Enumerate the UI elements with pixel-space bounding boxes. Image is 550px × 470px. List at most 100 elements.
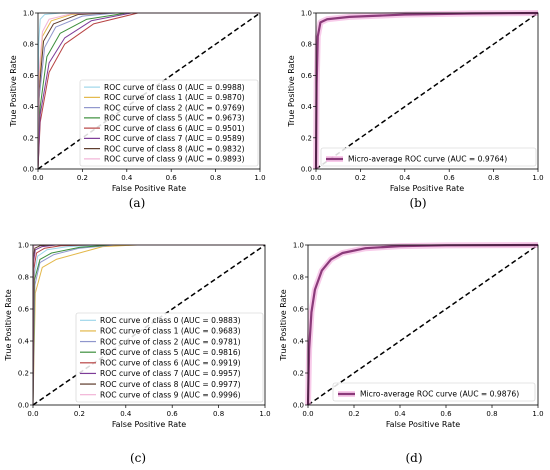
legend-entry-6: ROC curve of class 8 (AUC = 0.9977): [100, 380, 241, 389]
legend-entry-3: ROC curve of class 5 (AUC = 0.9673): [104, 114, 245, 123]
x-tick-label: 0.4: [399, 174, 411, 182]
y-tick-label: 0.6: [18, 306, 30, 314]
x-tick-label: 0.8: [486, 410, 497, 418]
legend-entry-5: ROC curve of class 7 (AUC = 0.9589): [104, 134, 245, 143]
legend-entry-7: ROC curve of class 9 (AUC = 0.9996): [100, 390, 241, 399]
x-tick-label: 1.0: [259, 410, 270, 418]
plot-frame: [37, 12, 261, 170]
legend: Micro-average ROC curve (AUC = 0.9764): [320, 147, 537, 167]
legend-entry-5: ROC curve of class 7 (AUC = 0.9957): [100, 369, 241, 378]
panel-caption: (a): [129, 196, 146, 210]
diagonal-reference-line: [307, 244, 539, 406]
chart-panel-a: 0.0 0.2 0.4 0.6 0.8 1.0 0.0 0.2 0.4 0.6 0.8 1.0 Fals…: [9, 10, 266, 211]
y-tick-label: 0.0: [301, 166, 312, 174]
legend-entry-4: ROC curve of class 6 (AUC = 0.9501): [104, 124, 245, 133]
y-tick-label: 1.0: [301, 10, 312, 18]
legend: ROC curve of class 0 (AUC = 0.9988) ROC c…: [79, 79, 259, 167]
x-tick-label: 0.8: [213, 410, 224, 418]
x-axis-label: False Positive Rate: [112, 184, 186, 193]
y-tick-label: 0.0: [23, 166, 34, 174]
x-tick-label: 1.0: [532, 410, 543, 418]
x-tick-label: 0.2: [77, 174, 88, 182]
legend-entry-2: ROC curve of class 2 (AUC = 0.9781): [100, 337, 241, 346]
y-axis-label: True Positive Rate: [9, 55, 18, 127]
y-tick-label: 0.4: [293, 338, 305, 346]
legend-entry-4: ROC curve of class 6 (AUC = 0.9919): [100, 359, 241, 368]
plot-frame: [307, 244, 539, 406]
x-tick-label: 0.6: [167, 410, 179, 418]
x-axis-label: False Positive Rate: [112, 420, 186, 429]
y-tick-label: 0.2: [293, 370, 304, 378]
x-tick-label: 0.0: [302, 410, 313, 418]
panel-caption: (d): [405, 451, 422, 465]
diagonal-reference-line: [37, 12, 261, 170]
series-line-0: [314, 11, 539, 170]
x-tick-label: 0.0: [32, 174, 43, 182]
y-tick-label: 0.6: [293, 306, 305, 314]
chart-panel-b: 0.0 0.2 0.4 0.6 0.8 1.0 0.0 0.2 0.4 0.6 0.8 1.0 Fals…: [287, 10, 544, 211]
x-tick-label: 0.2: [348, 410, 359, 418]
panel-caption: (b): [409, 196, 426, 210]
x-tick-label: 0.0: [27, 410, 38, 418]
legend-box: [320, 147, 537, 167]
y-axis-label: True Positive Rate: [279, 289, 288, 361]
y-tick-label: 0.2: [301, 134, 312, 142]
y-tick-label: 0.8: [301, 41, 312, 49]
legend-box: [79, 79, 259, 167]
y-tick-label: 0.4: [23, 103, 35, 111]
diagonal-reference-line: [315, 12, 539, 170]
y-tick-label: 0.6: [23, 72, 35, 80]
legend-entry-2: ROC curve of class 2 (AUC = 0.9769): [104, 103, 245, 112]
y-tick-label: 1.0: [23, 10, 34, 18]
plot-frame: [315, 12, 539, 170]
chart-panel-d: 0.0 0.2 0.4 0.6 0.8 1.0 0.0 0.2 0.4 0.6 0.8 1.0 Fals…: [279, 242, 544, 466]
legend-box: [75, 312, 264, 403]
x-tick-label: 0.2: [74, 410, 85, 418]
legend: Micro-average ROC curve (AUC = 0.9876): [332, 382, 536, 402]
legend-entry-6: ROC curve of class 8 (AUC = 0.9832): [104, 144, 245, 153]
x-tick-label: 0.6: [440, 410, 452, 418]
x-axis-label: False Positive Rate: [386, 420, 460, 429]
legend-entry-0: ROC curve of class 0 (AUC = 0.9988): [104, 83, 245, 92]
x-tick-label: 0.4: [394, 410, 406, 418]
x-tick-label: 1.0: [254, 174, 265, 182]
y-tick-label: 0.4: [18, 338, 30, 346]
x-tick-label: 0.0: [310, 174, 321, 182]
series-line-0: [306, 243, 539, 406]
y-tick-label: 0.8: [23, 41, 34, 49]
legend: ROC curve of class 0 (AUC = 0.9883) ROC c…: [75, 312, 264, 403]
x-tick-label: 0.8: [210, 174, 221, 182]
y-tick-label: 0.2: [18, 370, 29, 378]
y-tick-label: 1.0: [293, 242, 304, 250]
legend-entry-0: Micro-average ROC curve (AUC = 0.9876): [360, 390, 519, 399]
y-tick-label: 0.0: [293, 402, 304, 410]
x-tick-label: 0.4: [121, 174, 133, 182]
x-tick-label: 0.6: [444, 174, 456, 182]
chart-panel-c: 0.0 0.2 0.4 0.6 0.8 1.0 0.0 0.2 0.4 0.6 0.8 1.0 Fals…: [4, 242, 271, 466]
y-tick-label: 0.0: [18, 402, 29, 410]
legend-entry-7: ROC curve of class 9 (AUC = 0.9893): [104, 155, 245, 164]
panel-caption: (c): [130, 451, 146, 465]
y-axis-label: True Positive Rate: [287, 55, 296, 127]
y-tick-label: 0.8: [293, 274, 304, 282]
y-tick-label: 0.2: [23, 134, 34, 142]
y-tick-label: 1.0: [18, 242, 29, 250]
legend-entry-3: ROC curve of class 5 (AUC = 0.9816): [100, 348, 241, 357]
x-tick-label: 0.4: [120, 410, 132, 418]
x-tick-label: 1.0: [532, 174, 543, 182]
legend-entry-1: ROC curve of class 1 (AUC = 0.9683): [100, 327, 241, 336]
x-tick-label: 0.8: [488, 174, 499, 182]
y-tick-label: 0.4: [301, 103, 313, 111]
x-axis-label: False Positive Rate: [390, 184, 464, 193]
y-tick-label: 0.8: [18, 274, 29, 282]
legend-entry-0: Micro-average ROC curve (AUC = 0.9764): [348, 155, 507, 164]
x-tick-label: 0.2: [355, 174, 366, 182]
y-tick-label: 0.6: [301, 72, 313, 80]
legend-entry-0: ROC curve of class 0 (AUC = 0.9883): [100, 316, 241, 325]
legend-box: [332, 382, 536, 402]
x-tick-label: 0.6: [166, 174, 178, 182]
y-axis-label: True Positive Rate: [4, 289, 13, 361]
plot-frame: [32, 244, 266, 406]
